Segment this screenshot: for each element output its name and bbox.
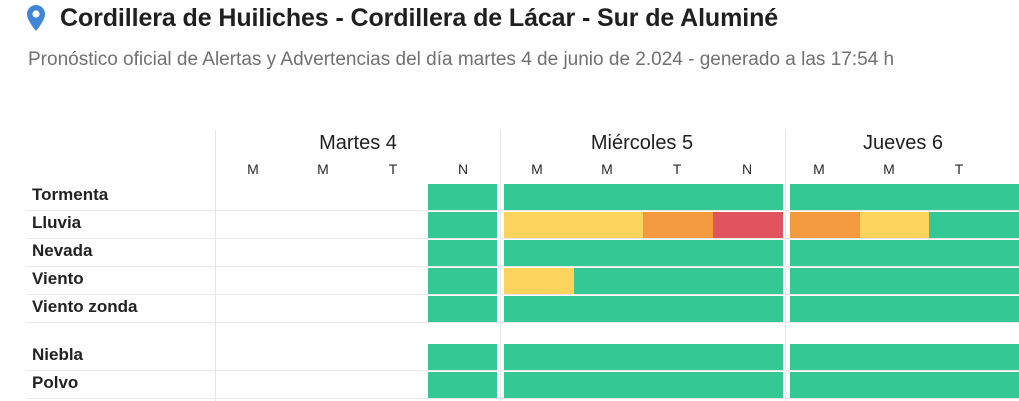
alert-cell-none[interactable] bbox=[428, 184, 497, 210]
alert-cell-none[interactable] bbox=[573, 184, 644, 210]
alert-cell-none[interactable] bbox=[929, 212, 1019, 238]
phenomenon-label: Polvo bbox=[32, 373, 79, 392]
alert-cell-none[interactable] bbox=[643, 296, 713, 322]
phenomenon-label: Nevada bbox=[32, 241, 93, 260]
period-label: N bbox=[741, 161, 753, 177]
alert-cell-none[interactable] bbox=[929, 296, 1019, 322]
alert-cell-none[interactable] bbox=[573, 372, 644, 398]
row-divider bbox=[26, 370, 1019, 371]
alert-cell-none[interactable] bbox=[643, 240, 713, 266]
alert-cell-none[interactable] bbox=[573, 268, 644, 294]
day-header: Martes 4 bbox=[319, 132, 397, 154]
alert-cell-none[interactable] bbox=[712, 184, 783, 210]
phenomenon-label: Viento bbox=[32, 269, 84, 288]
alert-cell-red[interactable] bbox=[712, 212, 783, 238]
alert-cell-none[interactable] bbox=[859, 372, 930, 398]
phenomenon-label: Niebla bbox=[32, 345, 84, 364]
alert-cell-none[interactable] bbox=[790, 184, 860, 210]
period-label: T bbox=[672, 161, 682, 177]
period-label: M bbox=[247, 161, 259, 177]
phenomenon-label: Lluvia bbox=[32, 213, 82, 232]
alert-cell-none[interactable] bbox=[428, 212, 497, 238]
row-divider bbox=[26, 238, 1019, 239]
period-label: M bbox=[531, 161, 543, 177]
row-divider bbox=[26, 210, 1019, 211]
alert-cell-none[interactable] bbox=[712, 344, 783, 370]
day-header: Jueves 6 bbox=[862, 132, 944, 154]
alert-cell-none[interactable] bbox=[643, 372, 713, 398]
period-label: M bbox=[813, 161, 825, 177]
alert-cell-none[interactable] bbox=[929, 268, 1019, 294]
period-label: T bbox=[954, 161, 964, 177]
alert-cell-yellow[interactable] bbox=[859, 212, 930, 238]
alert-cell-none[interactable] bbox=[859, 344, 930, 370]
phenomenon-label: Tormenta bbox=[32, 185, 109, 204]
day-separator bbox=[215, 130, 216, 401]
alert-cell-none[interactable] bbox=[643, 344, 713, 370]
alert-cell-none[interactable] bbox=[573, 344, 644, 370]
alert-cell-none[interactable] bbox=[643, 268, 713, 294]
alert-cell-none[interactable] bbox=[504, 240, 574, 266]
alert-cell-none[interactable] bbox=[859, 184, 930, 210]
alert-cell-none[interactable] bbox=[504, 296, 574, 322]
alert-cell-none[interactable] bbox=[790, 268, 860, 294]
row-divider bbox=[26, 398, 1019, 399]
alert-cell-none[interactable] bbox=[428, 296, 497, 322]
alert-cell-none[interactable] bbox=[859, 268, 930, 294]
location-title: Cordillera de Huiliches - Cordillera de … bbox=[60, 4, 779, 32]
alert-cell-none[interactable] bbox=[428, 240, 497, 266]
alert-cell-none[interactable] bbox=[790, 240, 860, 266]
period-label: T bbox=[388, 161, 398, 177]
alert-cell-none[interactable] bbox=[790, 296, 860, 322]
day-header: Miércoles 5 bbox=[590, 132, 694, 154]
row-divider bbox=[26, 294, 1019, 295]
alert-cell-none[interactable] bbox=[859, 296, 930, 322]
alert-cell-yellow[interactable] bbox=[504, 212, 574, 238]
alert-cell-none[interactable] bbox=[929, 240, 1019, 266]
period-label: N bbox=[457, 161, 469, 177]
phenomenon-label: Viento zonda bbox=[32, 297, 138, 316]
alert-cell-none[interactable] bbox=[504, 184, 574, 210]
alert-cell-none[interactable] bbox=[712, 240, 783, 266]
alert-cell-none[interactable] bbox=[428, 372, 497, 398]
alert-cell-none[interactable] bbox=[504, 372, 574, 398]
map-pin-icon bbox=[27, 5, 45, 31]
day-separator bbox=[785, 130, 786, 401]
alert-cell-none[interactable] bbox=[504, 344, 574, 370]
alert-cell-none[interactable] bbox=[929, 344, 1019, 370]
alert-cell-none[interactable] bbox=[712, 268, 783, 294]
alert-cell-none[interactable] bbox=[790, 344, 860, 370]
alert-cell-none[interactable] bbox=[929, 372, 1019, 398]
alert-cell-none[interactable] bbox=[790, 372, 860, 398]
location-header: Cordillera de Huiliches - Cordillera de … bbox=[0, 0, 1019, 110]
alert-cell-none[interactable] bbox=[573, 240, 644, 266]
alert-cell-none[interactable] bbox=[428, 344, 497, 370]
alert-cell-none[interactable] bbox=[929, 184, 1019, 210]
alert-cell-none[interactable] bbox=[712, 372, 783, 398]
alert-cell-yellow[interactable] bbox=[573, 212, 644, 238]
row-divider bbox=[26, 322, 1019, 323]
period-label: M bbox=[601, 161, 613, 177]
period-label: M bbox=[883, 161, 895, 177]
alert-cell-yellow[interactable] bbox=[504, 268, 574, 294]
forecast-subtitle: Pronóstico oficial de Alertas y Adverten… bbox=[28, 49, 895, 70]
alert-cell-orange[interactable] bbox=[790, 212, 860, 238]
alert-cell-none[interactable] bbox=[573, 296, 644, 322]
alert-cell-orange[interactable] bbox=[643, 212, 713, 238]
alert-cell-none[interactable] bbox=[428, 268, 497, 294]
day-separator bbox=[500, 130, 501, 401]
alert-cell-none[interactable] bbox=[859, 240, 930, 266]
row-divider bbox=[26, 266, 1019, 267]
alert-cell-none[interactable] bbox=[712, 296, 783, 322]
period-label: M bbox=[317, 161, 329, 177]
alert-cell-none[interactable] bbox=[643, 184, 713, 210]
